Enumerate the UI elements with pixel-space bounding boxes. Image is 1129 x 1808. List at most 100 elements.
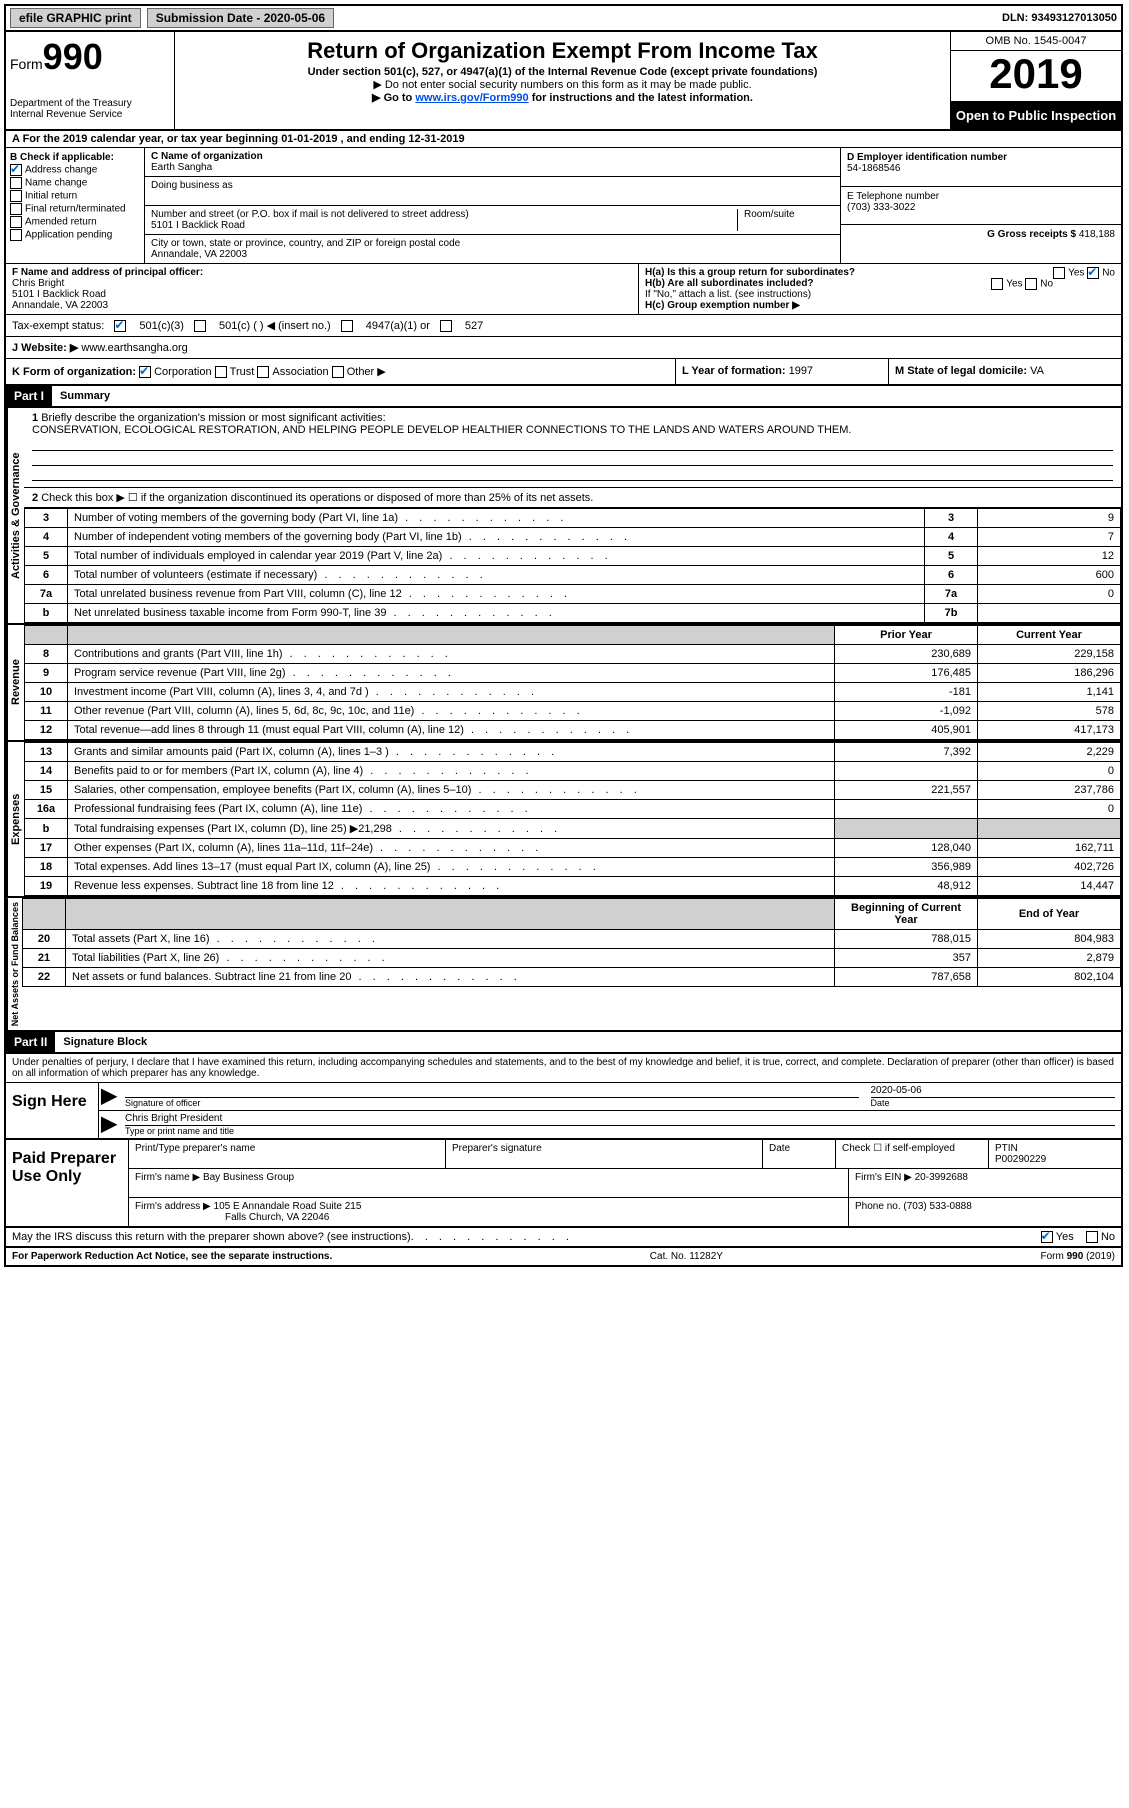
firm-addr-label: Firm's address ▶	[135, 1201, 211, 1212]
form-title: Return of Organization Exempt From Incom…	[179, 38, 946, 64]
lbl-trust: Trust	[230, 366, 255, 378]
lbl-initial: Initial return	[25, 191, 77, 202]
cb-hb-no[interactable]	[1025, 278, 1037, 290]
header-mid: Return of Organization Exempt From Incom…	[175, 32, 950, 129]
discuss-label: May the IRS discuss this return with the…	[12, 1231, 411, 1243]
q1-label: Briefly describe the organization's miss…	[41, 412, 385, 424]
k-label: K Form of organization:	[12, 366, 136, 378]
q2-label: Check this box ▶ ☐ if the organization d…	[41, 492, 593, 504]
part2-badge: Part II	[6, 1032, 55, 1052]
hb-no: No	[1040, 279, 1053, 290]
cb-ha-no[interactable]	[1087, 267, 1099, 279]
cb-501c[interactable]	[194, 320, 206, 332]
table-row: 17Other expenses (Part IX, column (A), l…	[25, 839, 1121, 858]
addr-label: Number and street (or P.O. box if mail i…	[151, 209, 731, 220]
firm-ein-label: Firm's EIN ▶	[855, 1172, 912, 1183]
prep-phone-label: Phone no.	[855, 1201, 901, 1212]
revenue-section: Revenue Prior YearCurrent Year8Contribut…	[6, 625, 1121, 742]
cb-initial[interactable]	[10, 190, 22, 202]
officer-name-title: Chris Bright President	[125, 1113, 1115, 1126]
cb-501c3[interactable]	[114, 320, 126, 332]
dba-label: Doing business as	[151, 180, 834, 191]
cb-assoc[interactable]	[257, 366, 269, 378]
prep-name-label: Print/Type preparer's name	[129, 1140, 446, 1168]
tax-year: 2019	[951, 51, 1121, 102]
form990-link[interactable]: www.irs.gov/Form990	[415, 92, 528, 104]
room-label: Room/suite	[738, 209, 834, 231]
hb-label: H(b) Are all subordinates included?	[645, 278, 814, 289]
paid-preparer-label: Paid Preparer Use Only	[6, 1140, 129, 1226]
box-c: C Name of organization Earth Sangha Doin…	[145, 148, 840, 263]
box-f: F Name and address of principal officer:…	[6, 264, 639, 314]
firm-addr1: 105 E Annandale Road Suite 215	[214, 1201, 362, 1212]
table-row: 16aProfessional fundraising fees (Part I…	[25, 800, 1121, 819]
table-row: 22Net assets or fund balances. Subtract …	[23, 968, 1121, 987]
signature-section: Under penalties of perjury, I declare th…	[6, 1054, 1121, 1140]
entity-section: B Check if applicable: Address change Na…	[6, 148, 1121, 264]
firm-ein: 20-3992688	[915, 1172, 968, 1183]
cb-amended[interactable]	[10, 216, 22, 228]
footer-year: 2019	[1089, 1251, 1111, 1262]
goto-line: ▶ Go to www.irs.gov/Form990 for instruct…	[179, 91, 946, 104]
cb-application[interactable]	[10, 229, 22, 241]
lbl-corp: Corporation	[154, 366, 211, 378]
l-label: L Year of formation:	[682, 365, 786, 377]
officer-group-section: F Name and address of principal officer:…	[6, 264, 1121, 315]
box-l: L Year of formation: 1997	[676, 359, 889, 384]
cb-address-change[interactable]	[10, 164, 22, 176]
revenue-table: Prior YearCurrent Year8Contributions and…	[24, 625, 1121, 740]
goto-post: for instructions and the latest informat…	[529, 92, 753, 104]
submission-date-button[interactable]: Submission Date - 2020-05-06	[147, 8, 334, 28]
ha-yes: Yes	[1068, 268, 1084, 279]
cb-hb-yes[interactable]	[991, 278, 1003, 290]
ptin-label: PTIN	[995, 1143, 1115, 1154]
officer-name: Chris Bright	[12, 278, 632, 289]
cb-527[interactable]	[440, 320, 452, 332]
firm-name-label: Firm's name ▶	[135, 1172, 200, 1183]
part1-badge: Part I	[6, 386, 52, 406]
table-row: 18Total expenses. Add lines 13–17 (must …	[25, 858, 1121, 877]
lbl-final: Final return/terminated	[25, 204, 126, 215]
phone-value: (703) 333-3022	[847, 202, 1115, 213]
table-row: 19Revenue less expenses. Subtract line 1…	[25, 877, 1121, 896]
side-netassets: Net Assets or Fund Balances	[6, 898, 22, 1030]
period-row: A For the 2019 calendar year, or tax yea…	[6, 131, 1121, 148]
form-header: Form990 Department of the Treasury Inter…	[6, 32, 1121, 131]
ha-no: No	[1102, 268, 1115, 279]
efile-print-button[interactable]: efile GRAPHIC print	[10, 8, 141, 28]
tax-status-label: Tax-exempt status:	[12, 320, 104, 332]
cb-corp[interactable]	[139, 366, 151, 378]
table-row: 14Benefits paid to or for members (Part …	[25, 762, 1121, 781]
topbar: efile GRAPHIC print Submission Date - 20…	[6, 6, 1121, 32]
cb-discuss-no[interactable]	[1086, 1231, 1098, 1243]
org-name: Earth Sangha	[151, 162, 834, 173]
website-url: www.earthsangha.org	[81, 342, 187, 354]
table-row: 6Total number of volunteers (estimate if…	[25, 566, 1121, 585]
date-cap: Date	[871, 1098, 1116, 1108]
cb-final[interactable]	[10, 203, 22, 215]
cb-trust[interactable]	[215, 366, 227, 378]
perjury-declaration: Under penalties of perjury, I declare th…	[6, 1054, 1121, 1083]
public-inspection: Open to Public Inspection	[951, 102, 1121, 129]
prep-phone: (703) 533-0888	[903, 1201, 971, 1212]
cb-discuss-yes[interactable]	[1041, 1231, 1053, 1243]
website-label: J Website: ▶	[12, 342, 78, 354]
netassets-table: Beginning of Current YearEnd of Year20To…	[22, 898, 1121, 987]
cb-4947[interactable]	[341, 320, 353, 332]
mission-box: 1 Briefly describe the organization's mi…	[24, 408, 1121, 488]
org-name-label: C Name of organization	[151, 151, 834, 162]
table-row: 11Other revenue (Part VIII, column (A), …	[25, 702, 1121, 721]
footer-mid: Cat. No. 11282Y	[332, 1251, 1040, 1262]
lbl-name-change: Name change	[25, 178, 87, 189]
netassets-section: Net Assets or Fund Balances Beginning of…	[6, 898, 1121, 1032]
self-employed: Check ☐ if self-employed	[836, 1140, 989, 1168]
ein-label: D Employer identification number	[847, 152, 1115, 163]
dln-label: DLN: 93493127013050	[1002, 12, 1117, 24]
cb-other[interactable]	[332, 366, 344, 378]
sig-officer-cap: Signature of officer	[125, 1098, 859, 1108]
table-row: 5Total number of individuals employed in…	[25, 547, 1121, 566]
goto-pre: ▶ Go to	[372, 92, 415, 104]
cb-name-change[interactable]	[10, 177, 22, 189]
cb-ha-yes[interactable]	[1053, 267, 1065, 279]
part2-header-row: Part II Signature Block	[6, 1032, 1121, 1054]
